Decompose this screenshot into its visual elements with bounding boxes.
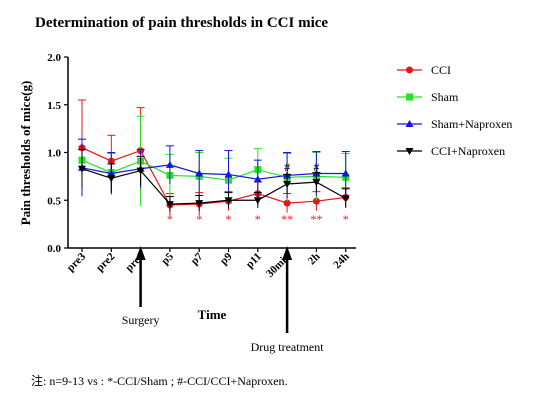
legend-marker xyxy=(406,93,413,101)
data-point xyxy=(224,170,233,178)
legend-marker xyxy=(406,66,413,74)
legend-item: Sham+Naproxen xyxy=(397,117,512,131)
x-tick-label: p9 xyxy=(218,250,235,267)
significance-star: ** xyxy=(281,212,293,226)
significance-star: * xyxy=(226,212,232,226)
data-point xyxy=(136,167,145,175)
significance-star: * xyxy=(167,212,173,226)
series-sham xyxy=(78,115,350,206)
legend: CCI Sham Sham+Naproxen CCI+Naproxen xyxy=(397,63,512,158)
annotation-arrow-head xyxy=(282,246,293,260)
y-axis-title: Pain thresholds of mice(g) xyxy=(18,81,33,226)
significance-marks: * * * * ** ** *# # xyxy=(167,160,349,226)
significance-star: * xyxy=(196,212,202,226)
series-cci-naproxen xyxy=(78,149,350,212)
legend-label: CCI+Naproxen xyxy=(431,144,505,158)
legend-item: CCI+Naproxen xyxy=(397,144,505,158)
x-tick-label: 2h xyxy=(306,251,323,268)
annotation-label: Surgery xyxy=(122,313,160,327)
data-point xyxy=(78,165,86,173)
legend-marker xyxy=(405,148,414,155)
legend-item: Sham xyxy=(397,90,459,104)
legend-item: CCI xyxy=(397,63,451,77)
y-tick-label: 0.0 xyxy=(47,243,61,255)
hash-mark: # xyxy=(313,160,319,174)
data-point xyxy=(195,200,204,208)
x-tick-label: p5 xyxy=(159,250,176,267)
data-point xyxy=(107,175,116,183)
significance-star: * xyxy=(255,212,261,226)
data-point xyxy=(165,201,174,209)
x-tick-label: pre3 xyxy=(65,250,89,274)
data-point xyxy=(224,197,233,205)
y-tick-label: 1.0 xyxy=(47,148,61,160)
y-tick-label: 1.5 xyxy=(47,100,61,112)
series-line xyxy=(81,164,346,180)
series-line xyxy=(81,147,346,206)
series-sham-naproxen xyxy=(78,138,350,199)
data-point xyxy=(312,197,320,205)
x-axis-title: Time xyxy=(198,307,227,322)
data-point xyxy=(283,181,292,189)
data-point xyxy=(341,169,350,177)
legend-label: Sham xyxy=(431,90,459,104)
series-layer xyxy=(78,99,350,217)
x-tick-label: p11 xyxy=(244,251,264,271)
data-point xyxy=(253,175,262,183)
footnote: 注: n=9-13 vs : *-CCI/Sham ; #-CCI/CCI+Na… xyxy=(31,373,288,388)
data-point xyxy=(165,160,174,168)
x-tick-label: p7 xyxy=(189,250,206,267)
series-line xyxy=(81,168,346,205)
y-tick-label: 0.5 xyxy=(47,195,61,207)
significance-star: * xyxy=(343,212,349,226)
hash-mark: # xyxy=(284,160,290,174)
legend-label: CCI xyxy=(431,63,451,77)
data-point xyxy=(341,195,350,203)
x-tick-label: 24h xyxy=(331,251,352,272)
legend-marker xyxy=(405,120,414,127)
data-point xyxy=(283,199,291,207)
chart-title: Determination of pain thresholds in CCI … xyxy=(35,15,328,31)
legend-label: Sham+Naproxen xyxy=(431,117,512,131)
data-point xyxy=(253,197,262,205)
series-cci xyxy=(78,99,350,217)
annotations: Surgery Drug treatment xyxy=(122,246,325,354)
data-point xyxy=(312,179,321,187)
series-line xyxy=(81,159,346,181)
y-tick-label: 2.0 xyxy=(47,52,61,64)
annotation-arrow-head xyxy=(135,246,146,260)
x-tick-label: pre2 xyxy=(94,250,118,274)
significance-star: ** xyxy=(310,212,322,226)
data-point xyxy=(195,169,204,177)
annotation-label: Drug treatment xyxy=(251,340,325,354)
